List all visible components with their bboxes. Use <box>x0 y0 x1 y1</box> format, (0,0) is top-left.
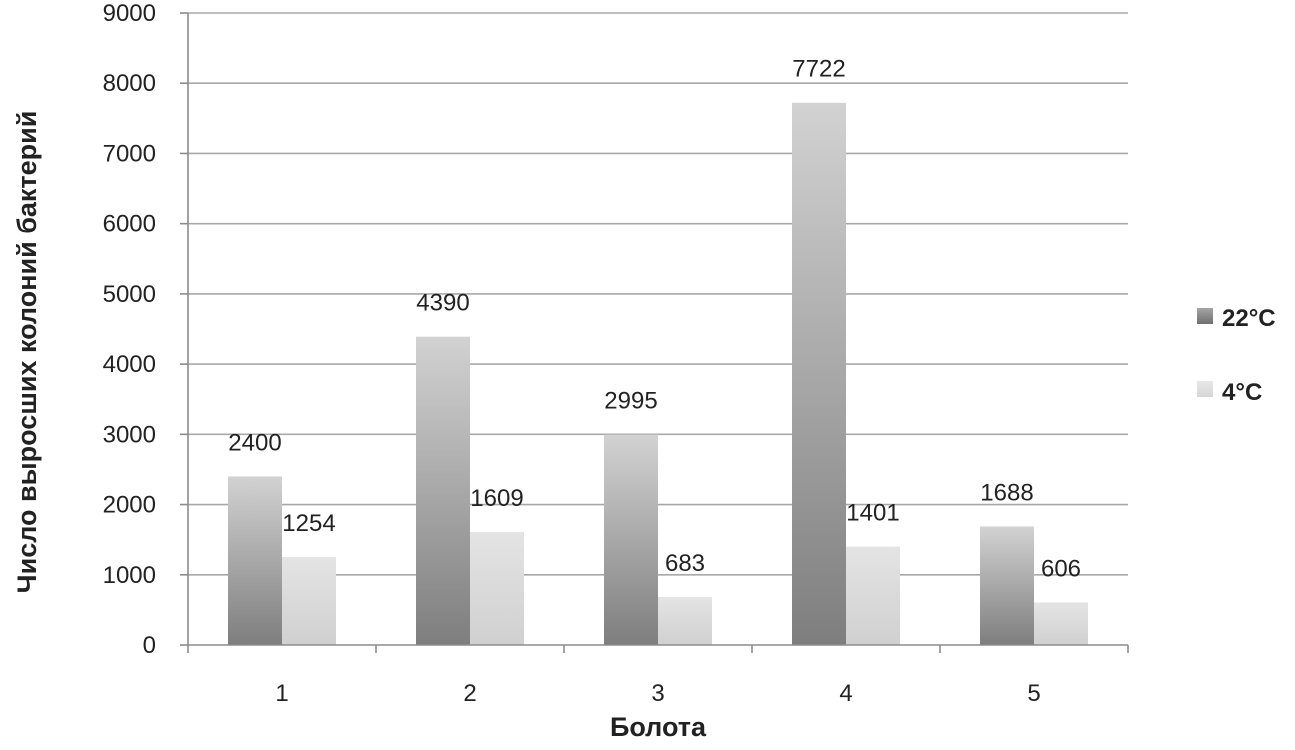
legend: 22°C 4°C <box>1197 305 1276 406</box>
data-label-22c-3: 2995 <box>604 388 657 415</box>
y-tick-label: 3000 <box>103 421 156 448</box>
bar-4c-1 <box>282 556 336 645</box>
y-axis-title: Число выросших колоний бактерий <box>12 111 42 594</box>
y-tick-labels: 0 1000 2000 3000 4000 5000 6000 7000 8000 9000 <box>103 0 156 659</box>
data-label-22c-5: 1688 <box>980 479 1033 506</box>
x-tick-label: 3 <box>651 680 664 707</box>
bar-22c-1 <box>228 476 282 645</box>
y-tick-label: 2000 <box>103 492 156 519</box>
bar-4c-3 <box>658 597 712 645</box>
data-label-4c-5: 606 <box>1041 555 1081 582</box>
data-label-4c-4: 1401 <box>846 500 899 527</box>
bar-4c-2 <box>470 532 524 645</box>
x-tick-label: 2 <box>463 680 476 707</box>
gridlines <box>188 12 1128 576</box>
x-tick-label: 5 <box>1027 680 1040 707</box>
y-tick-label: 5000 <box>103 281 156 308</box>
data-label-4c-1: 1254 <box>282 510 335 537</box>
x-tick-label: 1 <box>275 680 288 707</box>
data-label-22c-4: 7722 <box>792 56 845 83</box>
data-label-22c-2: 4390 <box>416 290 469 317</box>
data-label-4c-2: 1609 <box>470 485 523 512</box>
y-tick-label: 0 <box>143 632 156 659</box>
legend-item-4c: 4°C <box>1197 379 1262 406</box>
legend-swatch-4c <box>1197 381 1213 397</box>
y-tick-label: 9000 <box>103 0 156 27</box>
legend-label-22c: 22°C <box>1222 305 1276 332</box>
x-tick-label: 4 <box>839 680 852 707</box>
bar-22c-5 <box>980 526 1034 645</box>
x-tick-labels: 1 2 3 4 5 <box>275 680 1040 707</box>
bar-22c-3 <box>604 434 658 645</box>
y-tick-label: 6000 <box>103 211 156 238</box>
y-tick-label: 1000 <box>103 562 156 589</box>
y-tick-label: 7000 <box>103 140 156 167</box>
data-label-22c-1: 2400 <box>228 429 281 456</box>
x-axis-title: Болота <box>610 712 707 742</box>
legend-item-22c: 22°C <box>1197 305 1276 332</box>
bar-22c-2 <box>416 336 470 645</box>
bar-22c-4 <box>792 102 846 645</box>
legend-swatch-22c <box>1197 308 1213 324</box>
bars <box>228 102 1088 645</box>
legend-label-4c: 4°C <box>1222 379 1262 406</box>
y-tick-label: 8000 <box>103 70 156 97</box>
y-tick-label: 4000 <box>103 351 156 378</box>
data-label-4c-3: 683 <box>665 550 705 577</box>
axes <box>180 12 1129 653</box>
bar-4c-4 <box>846 546 900 645</box>
bar-4c-5 <box>1034 602 1088 645</box>
data-labels: 2400 1254 4390 1609 2995 683 7722 1401 1688 606 <box>228 56 1081 583</box>
